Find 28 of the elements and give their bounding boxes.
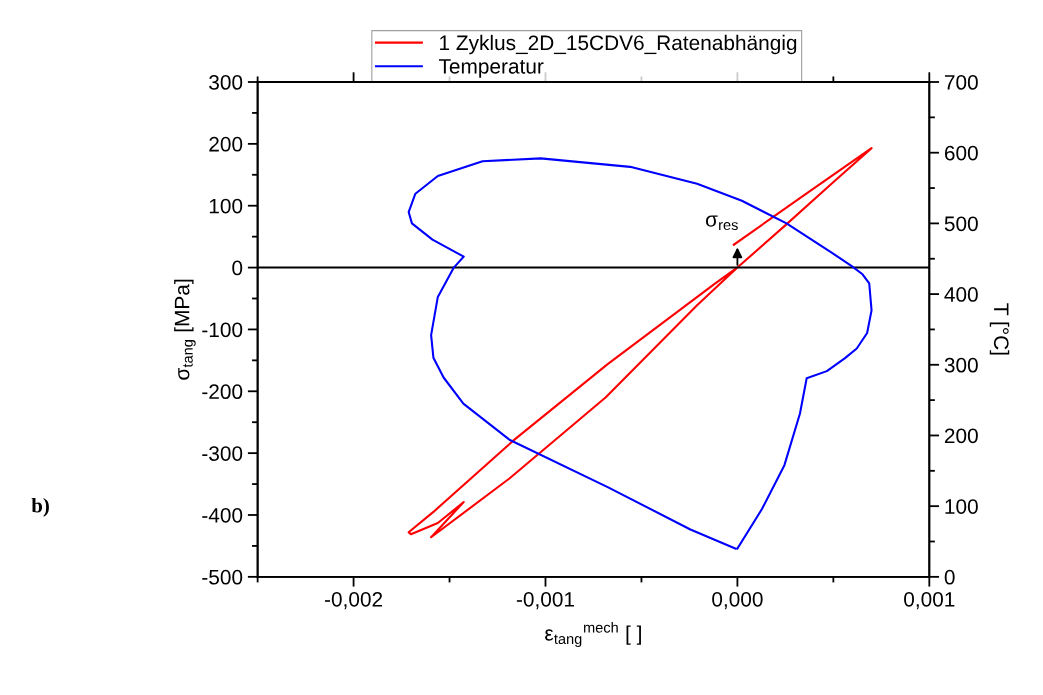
y2-tick-label: 600: [944, 145, 978, 161]
x-tick-label: -0,001: [516, 591, 575, 610]
x-tick-label: 0,000: [712, 591, 763, 610]
y-tick-label: -300: [202, 446, 243, 461]
y2-tick-label: 200: [944, 428, 978, 444]
y-tick-label: 300: [209, 75, 243, 90]
y-axis-title: σ$_{tang}$ [MPa]: [174, 279, 196, 380]
y2-tick-label: 500: [944, 216, 978, 232]
y-tick-label: 0: [232, 260, 243, 276]
annotation: σ$_{res}$: [705, 215, 738, 231]
x-tick-label: 0,001: [904, 591, 955, 610]
y-tick-label: -500: [202, 569, 243, 585]
text: b): [31, 497, 49, 517]
y-tick-label: -400: [202, 508, 243, 523]
y2-tick-label: 300: [944, 357, 978, 373]
y2-tick-label: 700: [944, 75, 978, 90]
y-tick-label: 100: [209, 198, 243, 214]
y2-tick-label: 100: [945, 499, 978, 514]
y2-tick-label: 0: [944, 569, 955, 585]
y2-tick-label: 400: [944, 287, 978, 302]
legend-label: Temperatur: [438, 59, 544, 78]
y-tick-label: -100: [202, 322, 243, 338]
x-tick-label: -0,002: [324, 591, 383, 610]
x-axis-title: ε$_{tang}$$^{mech}$ [ ]: [545, 621, 641, 647]
y2-axis-title: T [°C]: [989, 303, 1010, 355]
y-tick-label: 200: [209, 136, 243, 152]
legend-label: 1 Zyklus_2D_15CDV6_Ratenabhängig: [440, 34, 797, 55]
y-tick-label: -200: [202, 384, 243, 400]
